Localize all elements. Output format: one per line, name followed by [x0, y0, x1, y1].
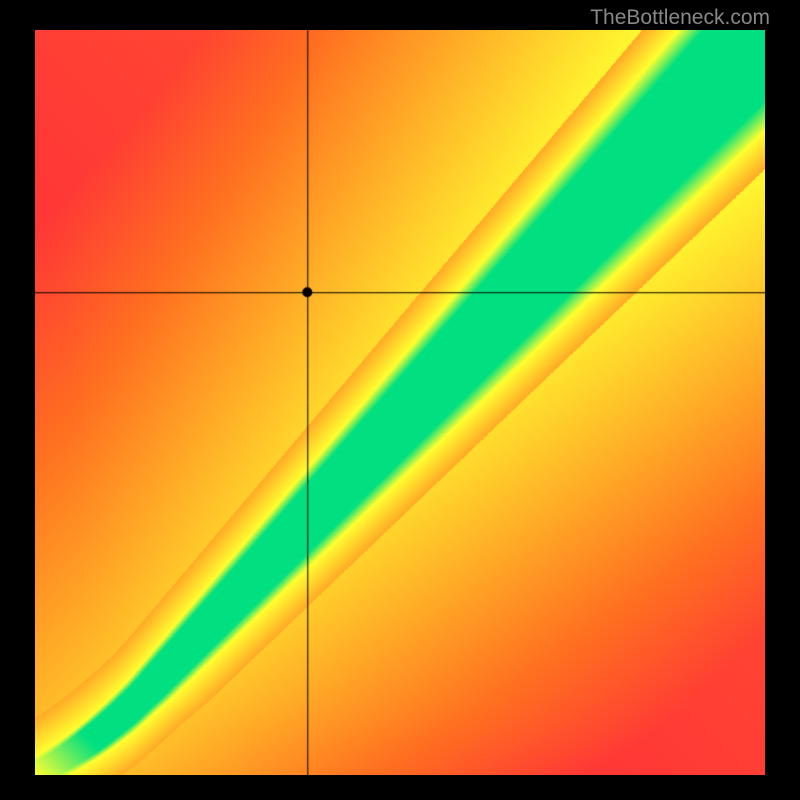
- watermark-text: TheBottleneck.com: [590, 6, 770, 30]
- heatmap-chart: [35, 30, 765, 775]
- heatmap-canvas: [35, 30, 765, 775]
